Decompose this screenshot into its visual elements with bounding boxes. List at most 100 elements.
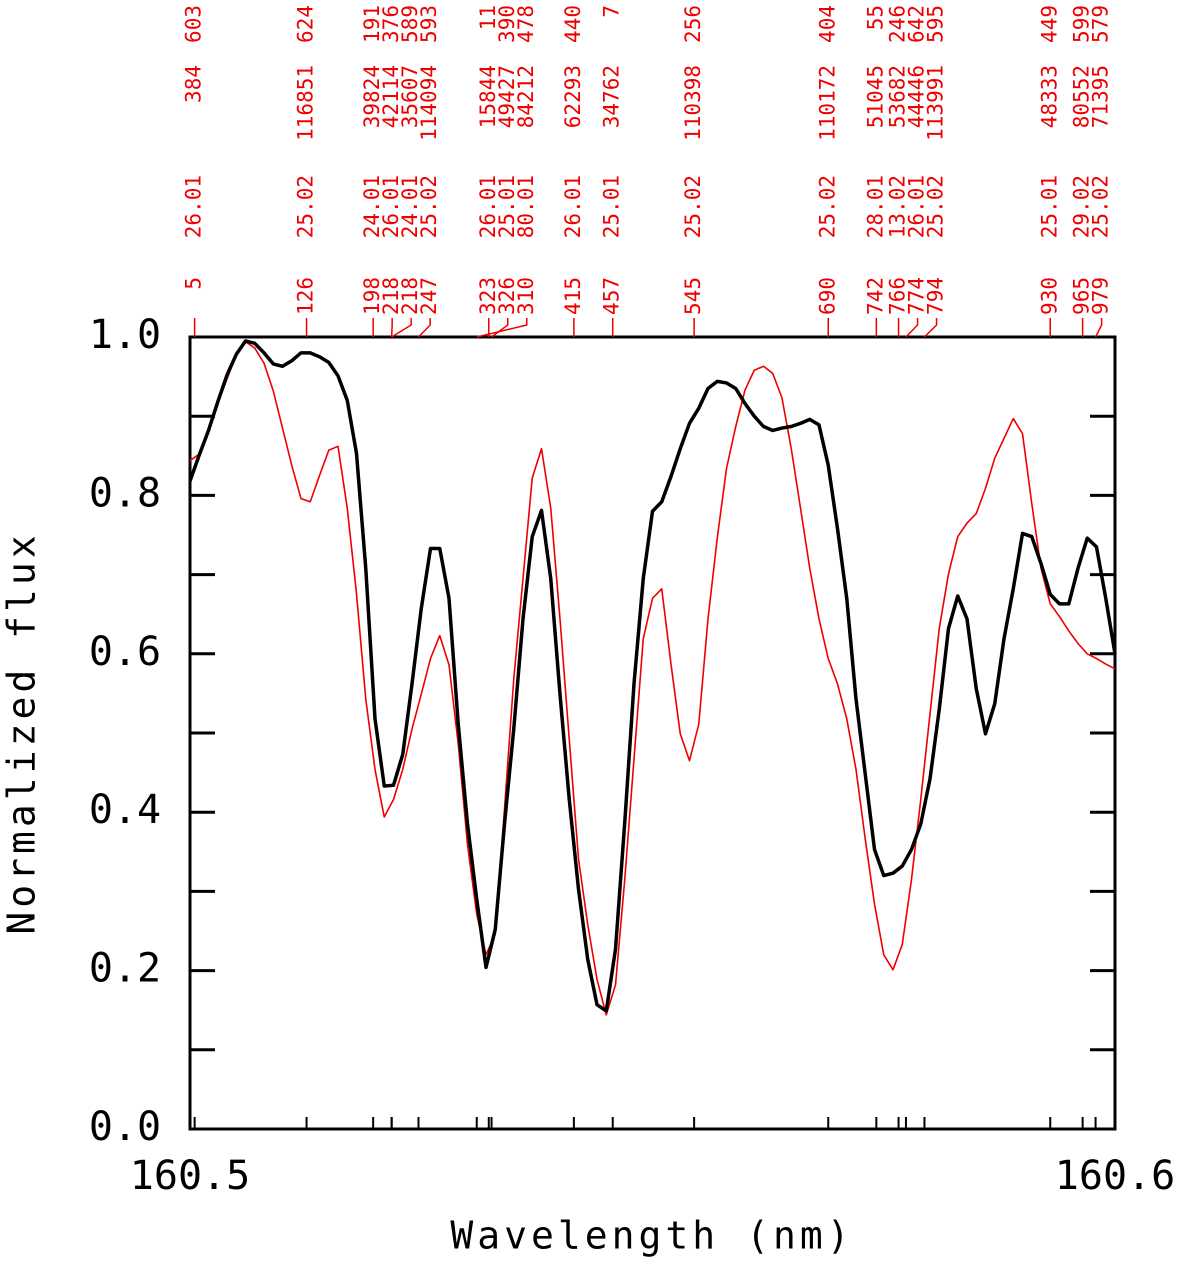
- line-id-species: 29.02: [1070, 175, 1094, 238]
- line-id-strength: 579: [1089, 5, 1113, 43]
- line-id-strength: 589: [398, 5, 422, 43]
- spectrum-line: [189, 340, 1116, 1016]
- y-tick-label: 0.6: [89, 629, 161, 675]
- line-id-marker: [905, 318, 919, 338]
- line-id-strength: 595: [924, 5, 948, 43]
- line-id-index: 71395: [1089, 65, 1113, 128]
- line-id-species: 25.02: [294, 175, 318, 238]
- line-id-strength: 7: [600, 5, 624, 18]
- line-id-offset: 326: [495, 277, 519, 315]
- line-id-strength: 256: [681, 5, 705, 43]
- line-id-strength: 246: [886, 5, 910, 43]
- line-id-index: 80552: [1070, 65, 1094, 128]
- plot-frame: [188, 335, 1117, 1131]
- line-id-offset: 310: [514, 277, 538, 315]
- line-id-marker: [391, 318, 412, 338]
- line-id-species: 25.02: [1089, 175, 1113, 238]
- line-id-offset: 5: [182, 277, 206, 290]
- line-id-offset: 690: [815, 277, 839, 315]
- line-id-offset: 218: [379, 277, 403, 315]
- y-tick-label: 0.2: [89, 946, 161, 992]
- line-id-index: 51045: [863, 65, 887, 128]
- y-tick-label: 0.4: [89, 787, 161, 833]
- line-id-species: 25.02: [681, 175, 705, 238]
- line-id-strength: 440: [561, 5, 585, 43]
- line-id-offset: 198: [360, 277, 384, 315]
- line-id-offset: 457: [600, 277, 624, 315]
- line-id-strength: 449: [1037, 5, 1061, 43]
- line-id-species: 26.01: [379, 175, 403, 238]
- line-id-offset: 247: [417, 277, 441, 315]
- line-id-strength: 624: [294, 5, 318, 43]
- line-id-index: 15844: [476, 65, 500, 128]
- line-id-species: 26.01: [182, 175, 206, 238]
- line-id-species: 80.01: [514, 175, 538, 238]
- spectrum-line: [188, 339, 1117, 1013]
- line-id-offset: 415: [561, 277, 585, 315]
- line-id-species: 25.02: [417, 175, 441, 238]
- line-id-index: 110398: [681, 65, 705, 141]
- line-id-species: 28.01: [863, 175, 887, 238]
- y-axis-title: Normalized flux: [0, 531, 44, 934]
- line-id-offset: 930: [1037, 277, 1061, 315]
- line-id-strength: 478: [514, 5, 538, 43]
- line-id-offset: 979: [1089, 277, 1113, 315]
- line-id-strength: 55: [863, 5, 887, 30]
- line-id-offset: 126: [294, 277, 318, 315]
- line-id-offset: 766: [886, 277, 910, 315]
- y-tick-label: 0.8: [89, 470, 161, 516]
- line-id-strength: 599: [1070, 5, 1094, 43]
- line-id-index: 384: [182, 65, 206, 103]
- line-id-index: 35607: [398, 65, 422, 128]
- line-id-index: 113991: [924, 65, 948, 141]
- line-id-index: 114094: [417, 65, 441, 141]
- line-id-species: 24.01: [398, 175, 422, 238]
- line-id-species: 25.02: [815, 175, 839, 238]
- line-id-index: 48333: [1037, 65, 1061, 128]
- line-id-offset: 774: [905, 277, 929, 315]
- line-id-index: 34762: [600, 65, 624, 128]
- line-id-strength: 376: [379, 5, 403, 43]
- line-id-marker: [476, 318, 528, 338]
- line-id-offset: 794: [924, 277, 948, 315]
- line-id-index: 53682: [886, 65, 910, 128]
- y-tick-label: 1.0: [89, 312, 161, 358]
- line-id-marker: [923, 318, 938, 338]
- line-id-strength: 603: [182, 5, 206, 43]
- line-id-offset: 218: [398, 277, 422, 315]
- line-id-offset: 545: [681, 277, 705, 315]
- line-id-index: 62293: [561, 65, 585, 128]
- line-id-index: 116851: [294, 65, 318, 141]
- line-id-index: 39824: [360, 65, 384, 128]
- line-id-species: 13.02: [886, 175, 910, 238]
- line-id-strength: 404: [815, 5, 839, 43]
- line-id-index: 49427: [495, 65, 519, 128]
- line-id-index: 84212: [514, 65, 538, 128]
- x-tick-label: 160.6: [1055, 1153, 1175, 1199]
- y-tick-label: 0.0: [89, 1104, 161, 1150]
- line-id-strength: 642: [905, 5, 929, 43]
- line-id-index: 44446: [905, 65, 929, 128]
- line-id-species: 25.01: [495, 175, 519, 238]
- line-id-strength: 593: [417, 5, 441, 43]
- line-id-species: 25.01: [1037, 175, 1061, 238]
- line-id-species: 26.01: [476, 175, 500, 238]
- line-id-index: 110172: [815, 65, 839, 141]
- line-id-strength: 191: [360, 5, 384, 43]
- line-id-strength: 390: [495, 5, 519, 43]
- line-id-species: 26.01: [561, 175, 585, 238]
- line-id-species: 26.01: [905, 175, 929, 238]
- line-id-marker: [417, 318, 431, 338]
- line-id-species: 24.01: [360, 175, 384, 238]
- x-axis-title: Wavelength (nm): [450, 1214, 853, 1258]
- line-id-index: 42114: [379, 65, 403, 128]
- line-id-strength: 11: [476, 5, 500, 30]
- line-id-marker: [1094, 318, 1103, 338]
- line-id-offset: 323: [476, 277, 500, 315]
- line-id-offset: 742: [863, 277, 887, 315]
- line-id-offset: 965: [1070, 277, 1094, 315]
- line-id-marker: [491, 318, 509, 338]
- line-id-species: 25.01: [600, 175, 624, 238]
- line-id-species: 25.02: [924, 175, 948, 238]
